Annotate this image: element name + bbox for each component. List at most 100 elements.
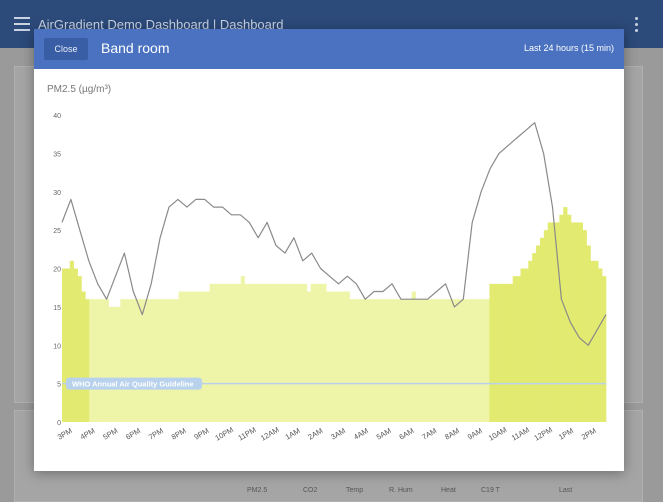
column-header-humidity: R. Hum bbox=[389, 487, 413, 494]
pm25-bar bbox=[81, 291, 86, 422]
pm25-bar bbox=[590, 260, 595, 422]
pm25-bar bbox=[532, 253, 537, 422]
pm25-bar bbox=[85, 299, 90, 422]
pm25-bar bbox=[501, 283, 506, 422]
pm25-bar bbox=[446, 299, 451, 422]
x-tick-label: 5AM bbox=[375, 426, 393, 442]
x-tick-label: 5PM bbox=[101, 426, 119, 442]
pm25-bar bbox=[330, 291, 335, 422]
pm25-bar bbox=[120, 299, 125, 422]
pm25-bar bbox=[574, 222, 580, 422]
pm25-bar bbox=[419, 299, 424, 422]
close-button[interactable]: Close bbox=[44, 38, 88, 60]
pm25-bar bbox=[275, 283, 280, 422]
chart-dialog: Close Band room Last 24 hours (15 min) P… bbox=[34, 29, 624, 471]
pm25-bar bbox=[240, 276, 245, 422]
pm25-bar bbox=[376, 299, 381, 422]
pm25-bar bbox=[190, 291, 195, 422]
pm25-bar bbox=[260, 283, 265, 422]
pm25-bar bbox=[361, 299, 366, 422]
pm25-bar bbox=[295, 283, 300, 422]
pm25-bar bbox=[236, 283, 242, 422]
x-tick-label: 3AM bbox=[329, 426, 347, 442]
pm25-bar bbox=[100, 299, 106, 422]
pm25-bar bbox=[489, 283, 494, 422]
pm25-chart: 0 5 10 15 20 25 30 35 40 WHO Annual Air Quality G… bbox=[53, 113, 607, 443]
x-tick-label: 4AM bbox=[352, 426, 370, 442]
pm25-bar bbox=[512, 276, 517, 422]
more-vert-icon[interactable] bbox=[635, 17, 639, 33]
pm25-bar bbox=[256, 283, 261, 422]
pm25-bar bbox=[477, 299, 482, 422]
pm25-bar bbox=[536, 245, 541, 422]
pm25-bar bbox=[349, 299, 354, 422]
pm25-bar bbox=[62, 268, 67, 422]
x-tick-label: 10AM bbox=[487, 425, 508, 443]
pm25-bar bbox=[493, 283, 498, 422]
pm25-bar bbox=[65, 268, 71, 422]
pm25-bar bbox=[89, 299, 94, 422]
pm25-bar bbox=[504, 283, 510, 422]
pm25-bar bbox=[194, 291, 199, 422]
pm25-bar bbox=[182, 291, 187, 422]
y-tick-label: 0 bbox=[57, 420, 61, 427]
pm25-bar bbox=[147, 299, 152, 422]
pm25-bar bbox=[139, 299, 144, 422]
y-tick-label: 25 bbox=[53, 228, 61, 235]
x-tick-label: 12AM bbox=[259, 425, 280, 443]
pm25-bar bbox=[543, 230, 549, 423]
pm25-bar bbox=[392, 299, 397, 422]
pm25-bar bbox=[555, 222, 560, 422]
pm25-bar bbox=[318, 283, 323, 422]
pm25-bar bbox=[163, 299, 168, 422]
pm25-bar bbox=[112, 306, 117, 423]
pm25-bar bbox=[77, 276, 82, 422]
menu-icon[interactable] bbox=[14, 17, 30, 31]
pm25-bar bbox=[186, 291, 191, 422]
time-range-label[interactable]: Last 24 hours (15 min) bbox=[523, 43, 614, 53]
pm25-bar bbox=[602, 276, 607, 422]
pm25-bar bbox=[170, 299, 175, 422]
x-tick-label: 11AM bbox=[510, 425, 531, 442]
pm25-bar bbox=[396, 299, 401, 422]
x-tick-label: 4PM bbox=[79, 426, 97, 442]
pm25-bar bbox=[198, 291, 203, 422]
pm25-bar bbox=[582, 230, 587, 423]
pm25-bar bbox=[442, 299, 447, 422]
pm25-bar bbox=[485, 299, 490, 422]
y-tick-label: 35 bbox=[53, 151, 61, 158]
x-tick-label: 9PM bbox=[193, 426, 211, 442]
pm25-bar bbox=[287, 283, 292, 422]
column-header-co2: CO2 bbox=[303, 487, 318, 494]
pm25-bar bbox=[423, 299, 428, 422]
x-tick-label: 8AM bbox=[443, 426, 461, 442]
column-header-last: Last bbox=[559, 487, 573, 494]
x-tick-label: 10PM bbox=[213, 425, 234, 443]
pm25-bar bbox=[252, 283, 257, 422]
pm25-bar bbox=[306, 291, 311, 422]
pm25-bar bbox=[174, 299, 179, 422]
pm25-bar bbox=[116, 306, 121, 423]
pm25-bar bbox=[302, 283, 308, 422]
pm25-bar bbox=[73, 268, 78, 422]
pm25-bar bbox=[407, 299, 413, 422]
pm25-bar bbox=[516, 276, 521, 422]
pm25-bar bbox=[108, 306, 113, 423]
pm25-bar bbox=[473, 299, 479, 422]
pm25-bar bbox=[427, 299, 432, 422]
x-tick-label: 3PM bbox=[56, 426, 74, 442]
pm25-bar bbox=[481, 299, 486, 422]
pm25-bar bbox=[384, 299, 389, 422]
pm25-bar bbox=[283, 283, 288, 422]
pm25-bar bbox=[586, 245, 591, 422]
pm25-bar bbox=[547, 222, 552, 422]
pm25-bar bbox=[205, 291, 210, 422]
app-title: AirGradient Demo Dashboard | Dashboard bbox=[38, 17, 284, 32]
pm25-bar bbox=[264, 283, 269, 422]
column-header-heat: Heat bbox=[441, 487, 456, 494]
y-tick-label: 30 bbox=[53, 190, 61, 197]
y-tick-label: 15 bbox=[53, 305, 61, 312]
pm25-bar bbox=[341, 291, 346, 422]
pm25-bar bbox=[345, 291, 350, 422]
pm25-bar bbox=[594, 260, 599, 422]
